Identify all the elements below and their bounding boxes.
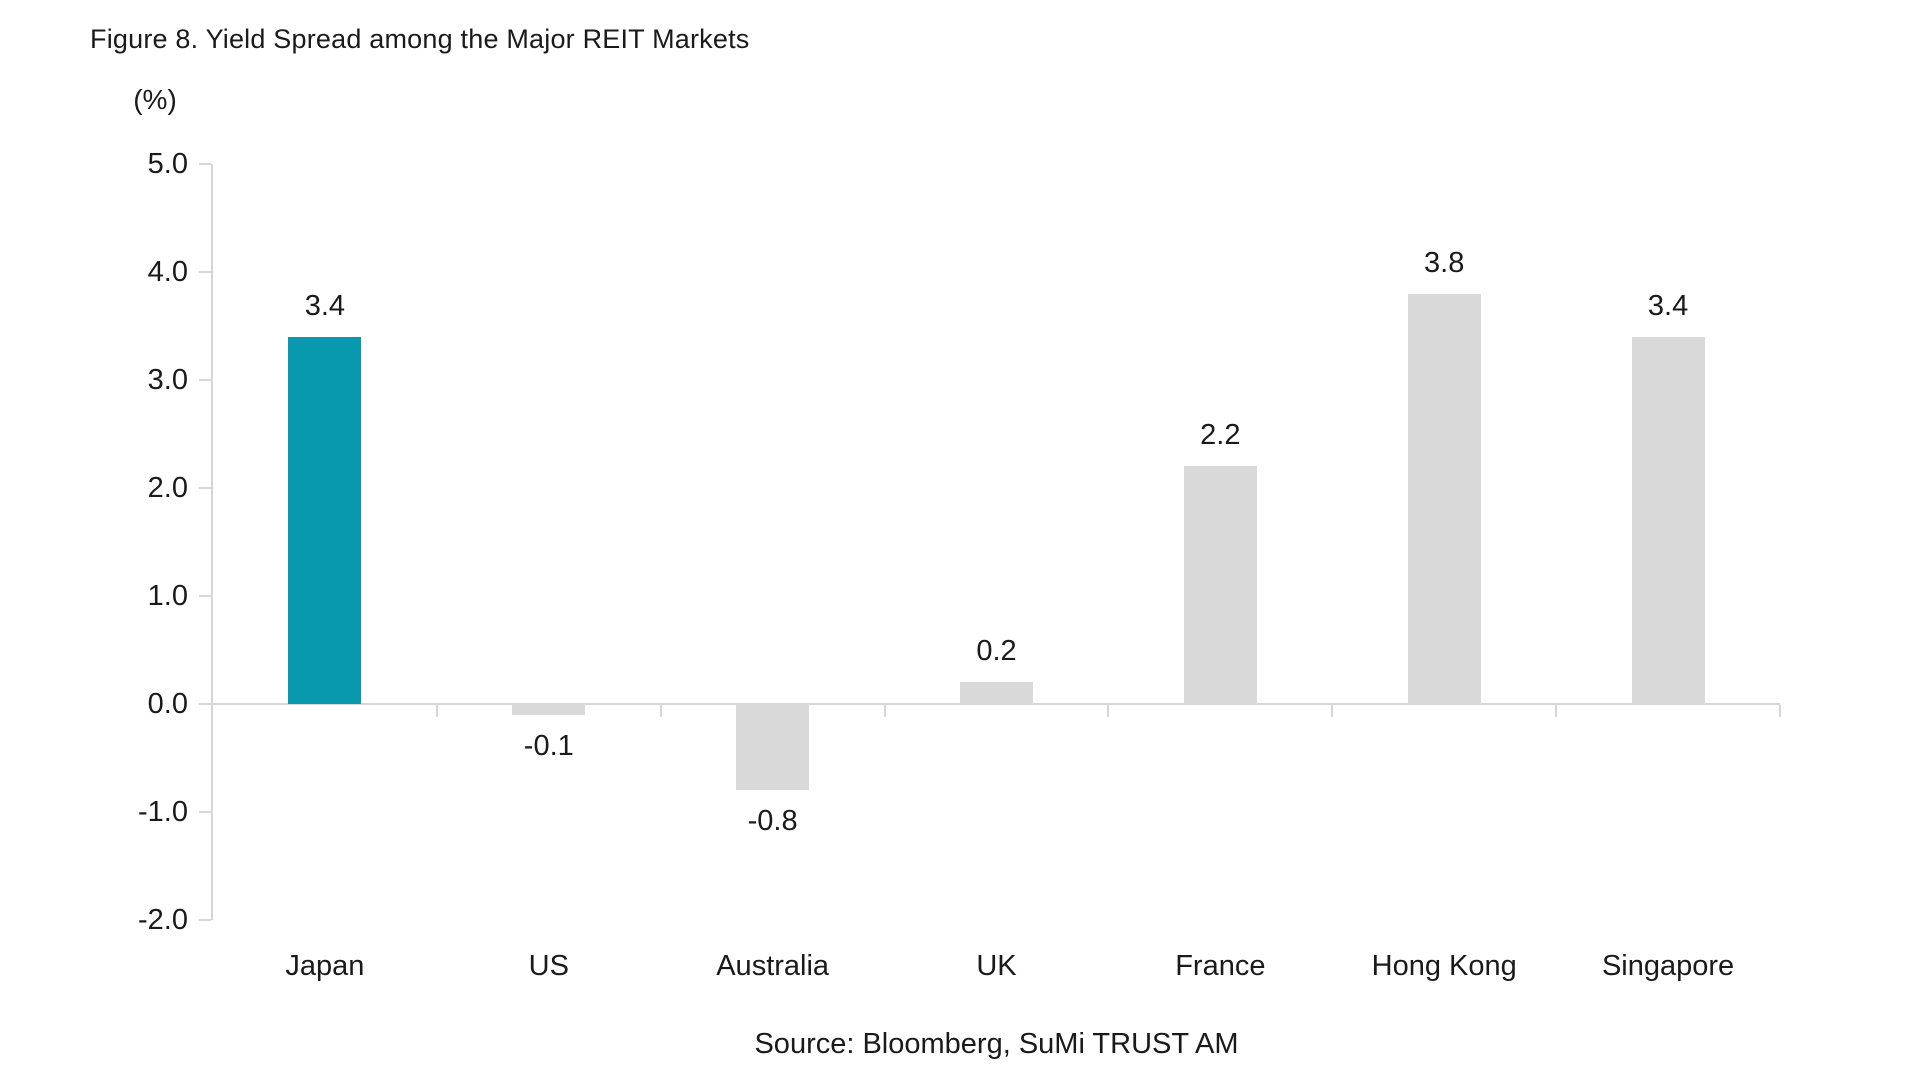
- source-caption: Source: Bloomberg, SuMi TRUST AM: [754, 1028, 1239, 1060]
- y-tick-label-2.0: 2.0: [147, 472, 188, 504]
- x-tick-label-uk: UK: [976, 950, 1017, 982]
- y-tick-label-5.0: 5.0: [147, 148, 188, 180]
- bar-value-label-australia: -0.8: [747, 805, 798, 838]
- x-tick-label-france: France: [1175, 950, 1266, 982]
- bar-value-label-singapore: 3.4: [1647, 289, 1689, 322]
- y-tick-label--2.0: -2.0: [138, 904, 188, 936]
- bar-france: [1183, 466, 1257, 704]
- y-tick-0.0: [199, 703, 211, 705]
- y-axis-line: [211, 164, 213, 920]
- y-axis-unit-label: (%): [133, 84, 177, 115]
- x-tick-label-us: US: [528, 950, 569, 982]
- y-tick-4.0: [199, 271, 211, 273]
- y-tick--1.0: [199, 811, 211, 813]
- x-boundary-tick-6: [1555, 705, 1558, 717]
- bar-us: [512, 704, 586, 715]
- x-boundary-tick-7: [1779, 705, 1781, 717]
- x-boundary-tick-5: [1331, 705, 1334, 717]
- x-boundary-tick-1: [435, 705, 438, 717]
- x-boundary-tick-4: [1107, 705, 1110, 717]
- x-tick-label-australia: Australia: [716, 950, 830, 982]
- y-tick-label-3.0: 3.0: [147, 364, 188, 396]
- bar-value-label-france: 2.2: [1200, 419, 1241, 452]
- bar-singapore: [1631, 336, 1705, 704]
- bar-value-label-hong-kong: 3.8: [1424, 246, 1465, 279]
- x-tick-label-hong-kong: Hong Kong: [1371, 950, 1517, 982]
- x-tick-label-japan: Japan: [285, 950, 365, 982]
- x-boundary-tick-2: [659, 705, 662, 717]
- y-tick-5.0: [199, 163, 211, 165]
- y-tick-1.0: [199, 595, 211, 597]
- y-tick-label-0.0: 0.0: [147, 688, 188, 720]
- y-tick-3.0: [199, 379, 211, 381]
- y-tick--2.0: [199, 919, 211, 921]
- x-tick-label-singapore: Singapore: [1601, 950, 1735, 982]
- y-tick-label--1.0: -1.0: [138, 796, 188, 828]
- x-axis-line: [213, 703, 1780, 705]
- y-tick-2.0: [199, 487, 211, 489]
- bar-hong-kong: [1407, 293, 1481, 704]
- x-boundary-tick-3: [883, 705, 886, 717]
- chart-title: Figure 8. Yield Spread among the Major R…: [90, 24, 750, 54]
- bar-value-label-us: -0.1: [523, 729, 574, 762]
- y-tick-label-1.0: 1.0: [147, 580, 188, 612]
- bar-australia: [736, 704, 810, 791]
- bar-uk: [960, 682, 1033, 704]
- y-tick-label-4.0: 4.0: [147, 256, 188, 288]
- bar-japan: [288, 336, 362, 704]
- bar-value-label-uk: 0.2: [976, 635, 1017, 668]
- bar-value-label-japan: 3.4: [304, 289, 346, 322]
